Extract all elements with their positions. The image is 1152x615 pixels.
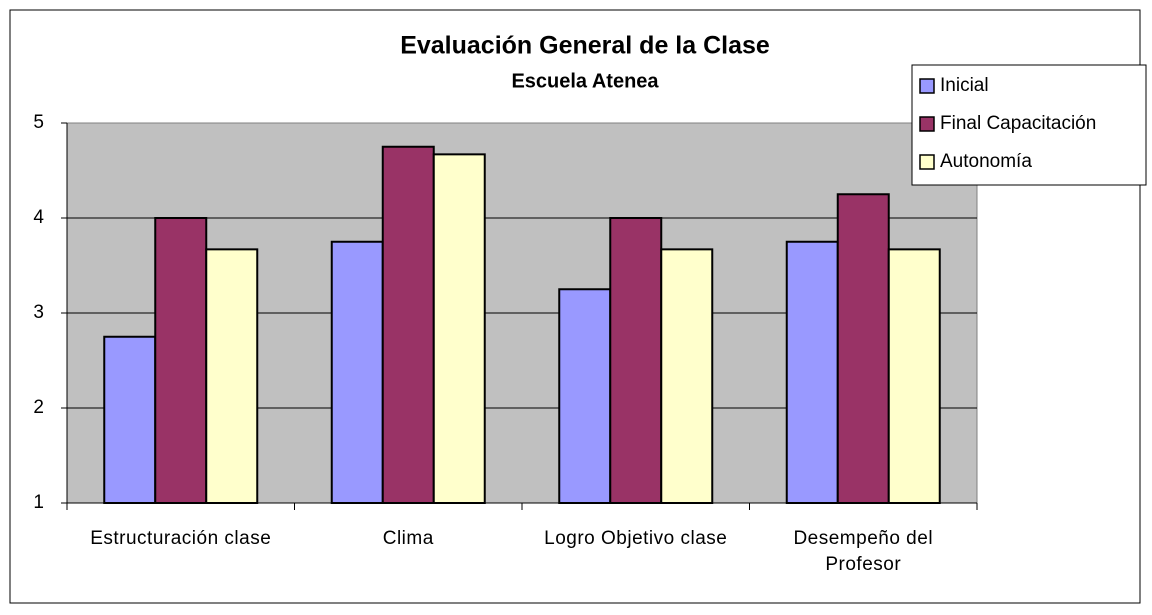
- bar: [660, 248, 714, 504]
- bar: [154, 217, 208, 504]
- x-tick-label: Logro Objetivo clase: [544, 528, 728, 549]
- y-tick-label: 4: [33, 207, 44, 228]
- bar: [432, 153, 486, 504]
- legend-label: Inicial: [940, 75, 989, 96]
- bar: [558, 288, 612, 504]
- x-tick-label: Desempeño del Profesor: [793, 528, 934, 575]
- bar: [330, 240, 384, 504]
- legend-swatch: [919, 78, 935, 94]
- legend-swatch: [919, 116, 935, 132]
- y-tick-label: 5: [33, 112, 44, 133]
- y-tick-label: 2: [33, 397, 44, 418]
- bar: [205, 248, 259, 504]
- y-tick-label: 3: [33, 302, 44, 323]
- chart-title: Evaluación General de la Clase: [400, 32, 770, 60]
- bar: [103, 335, 157, 504]
- bar: [785, 240, 839, 504]
- bar: [836, 193, 890, 504]
- bar: [609, 217, 663, 504]
- x-tick-label: Estructuración clase: [90, 528, 272, 549]
- legend-label: Final Capacitación: [940, 113, 1096, 134]
- bar: [381, 145, 435, 504]
- chart-subtitle: Escuela Atenea: [511, 70, 659, 92]
- legend-box: [911, 64, 1147, 186]
- legend-swatch: [919, 154, 935, 170]
- y-tick-label: 1: [33, 492, 44, 513]
- legend-label: Autonomía: [940, 151, 1032, 172]
- bar: [887, 248, 941, 504]
- x-tick-label: Clima: [382, 528, 434, 549]
